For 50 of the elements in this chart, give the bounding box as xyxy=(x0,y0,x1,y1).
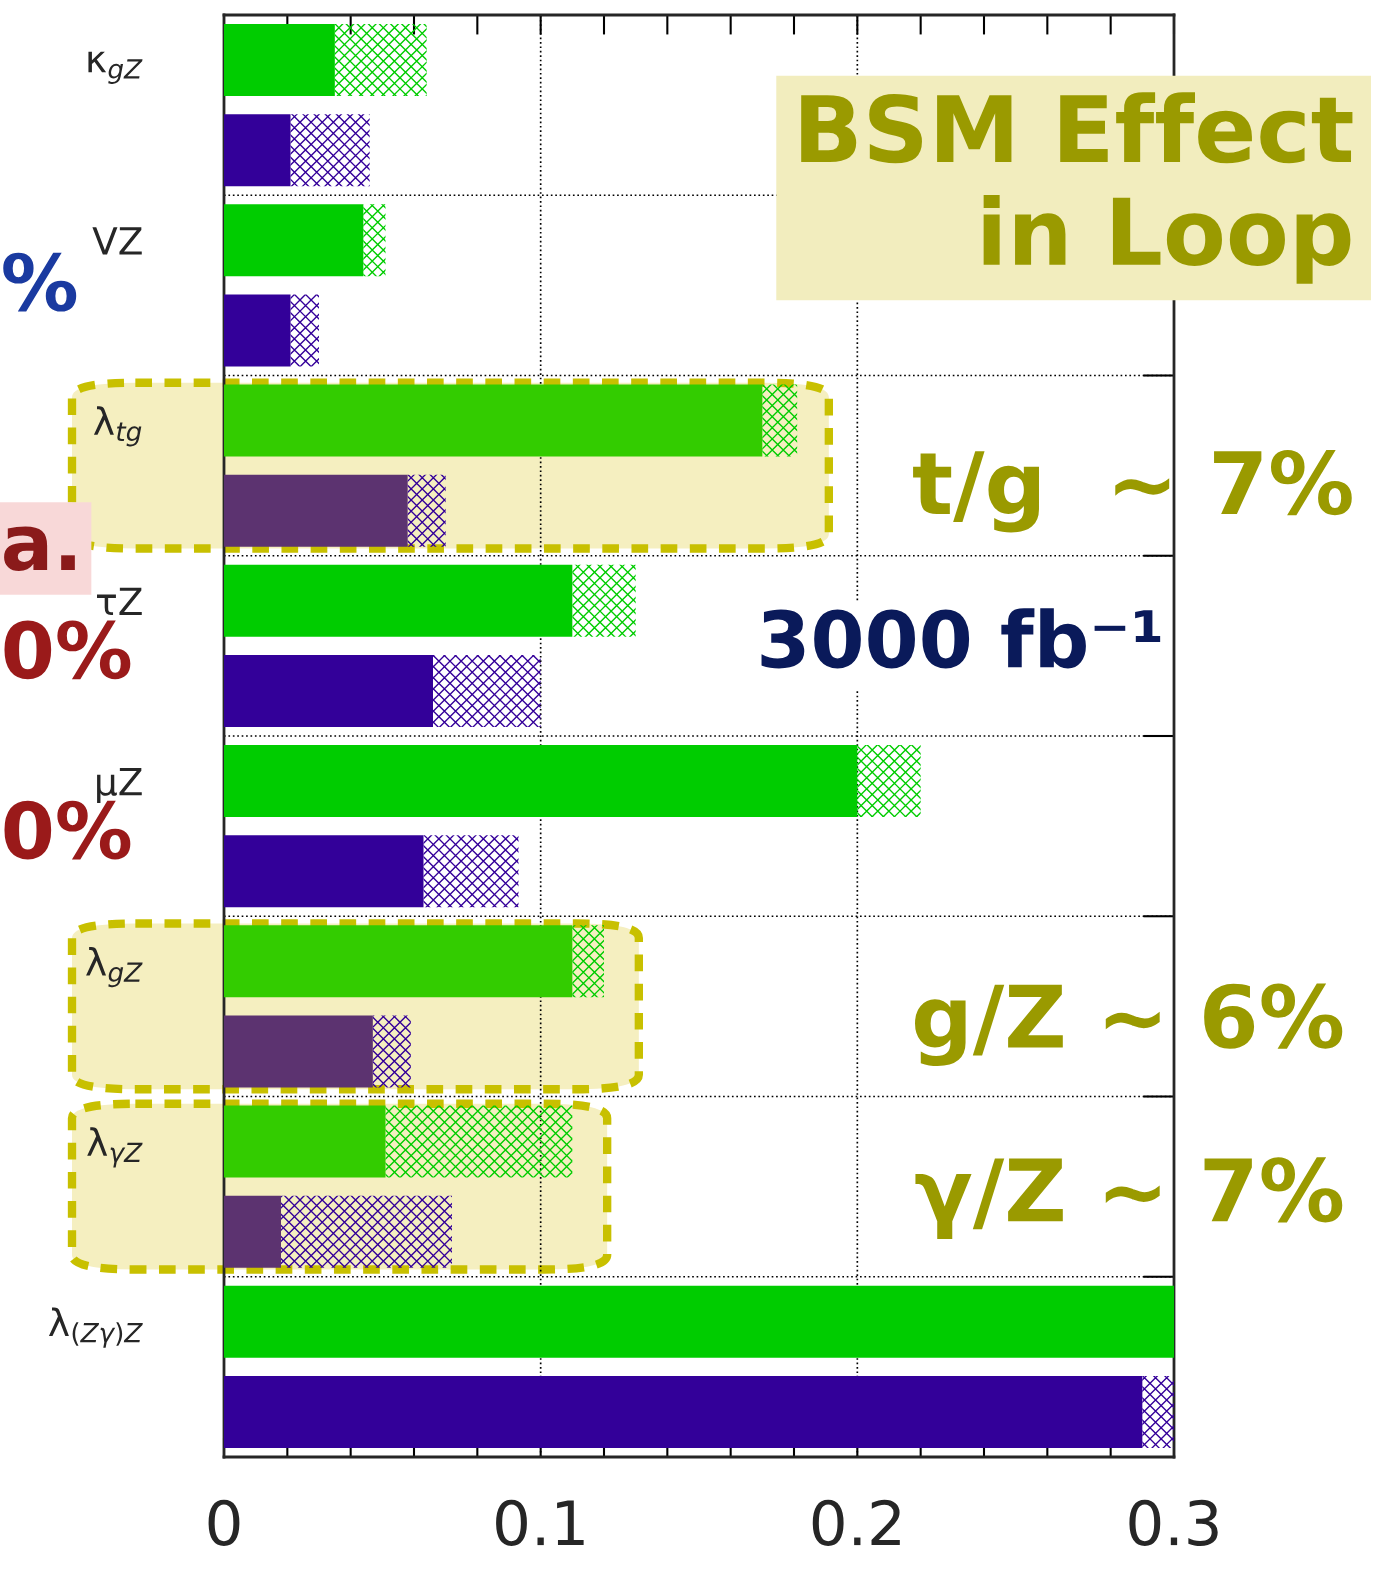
bar xyxy=(572,564,636,637)
bar xyxy=(224,835,424,908)
bar xyxy=(857,745,921,818)
bar xyxy=(224,654,433,727)
bar xyxy=(224,1015,373,1088)
bar xyxy=(224,1195,281,1268)
bar xyxy=(224,474,408,547)
bar xyxy=(290,294,319,367)
bar xyxy=(372,1015,411,1088)
bar xyxy=(1142,1375,1174,1448)
annotation: g/Z ~ 6% xyxy=(915,983,1343,1067)
bar xyxy=(224,384,763,457)
bar xyxy=(224,114,291,187)
bar xyxy=(224,564,573,637)
x-tick-label: 0 xyxy=(208,1499,240,1546)
bar xyxy=(224,294,291,367)
x-tick-label: 0.2 xyxy=(812,1499,900,1546)
y-tick-label: τZ xyxy=(97,587,142,616)
y-tick-label: λ$_{γZ}$ xyxy=(87,1127,143,1168)
bar xyxy=(433,654,541,727)
bar xyxy=(290,114,370,187)
text: a. xyxy=(4,526,75,572)
bar xyxy=(334,24,427,97)
y-tick-label: κ$_{gZ}$ xyxy=(88,51,143,84)
annotation: t/g ~ 7% xyxy=(913,450,1352,533)
bar xyxy=(224,1285,1174,1358)
y-tick-label: λ$_{tg}$ xyxy=(93,406,142,447)
bar xyxy=(423,835,519,908)
y-tick-label: VZ xyxy=(92,227,142,255)
bar xyxy=(762,384,798,457)
y-tick-label: λ$_{gZ}$ xyxy=(86,947,143,988)
x-tick-label: 0.1 xyxy=(496,1499,584,1546)
bar xyxy=(363,204,386,277)
annotation: BSM Effect in Loop xyxy=(801,92,1353,284)
annotation: γ/Z ~ 7% xyxy=(915,1157,1343,1240)
bar xyxy=(224,1105,386,1178)
bar xyxy=(224,925,573,998)
annotation: 3000 fb⁻¹ xyxy=(761,608,1161,669)
bar xyxy=(224,1375,1143,1448)
bar xyxy=(224,745,858,818)
bar xyxy=(572,925,604,998)
bar xyxy=(224,204,364,277)
bar xyxy=(407,474,446,547)
bar xyxy=(224,24,335,97)
bar xyxy=(385,1105,573,1178)
x-tick-label: 0.3 xyxy=(1129,1499,1218,1546)
text: % xyxy=(3,252,77,312)
y-tick-label: λ$_{(Zγ)Z}$ xyxy=(48,1307,143,1348)
text: 0% xyxy=(4,620,131,680)
bar xyxy=(281,1195,452,1268)
